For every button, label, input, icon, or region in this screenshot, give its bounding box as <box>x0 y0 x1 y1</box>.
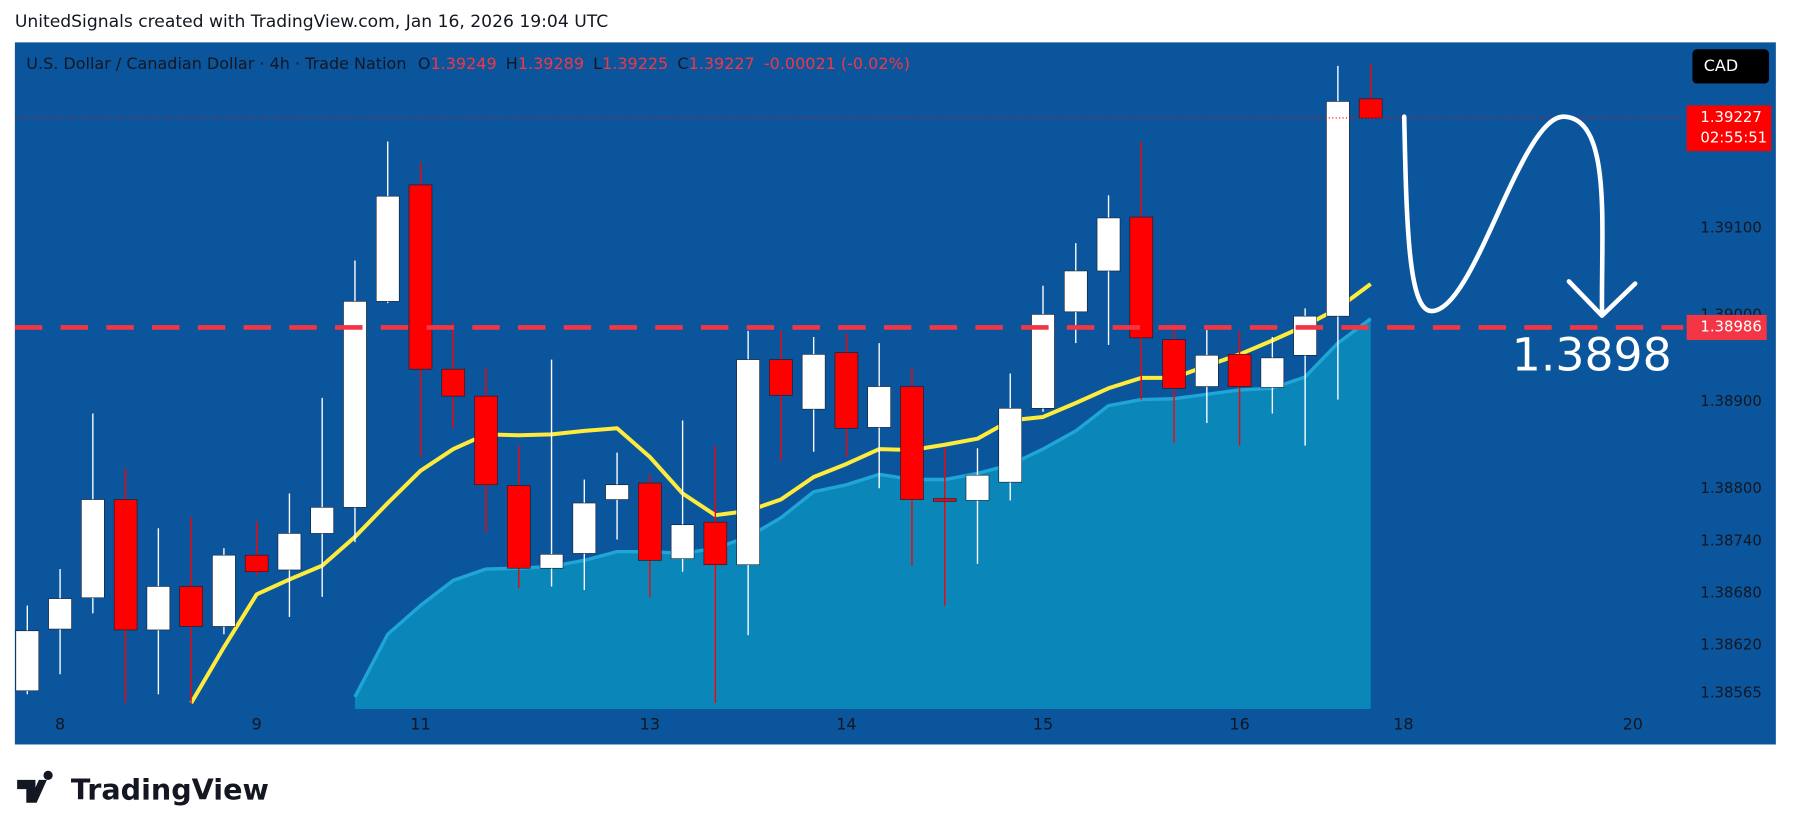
x-tick-label: 18 <box>1393 715 1413 734</box>
legend-item: 1.39249 <box>430 54 496 73</box>
candle-body <box>867 386 891 428</box>
legend: U.S. Dollar / Canadian Dollar · 4h · Tra… <box>26 54 910 73</box>
candle-body <box>408 184 433 370</box>
candle-body <box>81 499 105 599</box>
legend-item: U.S. Dollar / Canadian Dollar · 4h · Tra… <box>26 54 406 73</box>
last-price-bg <box>1686 105 1772 152</box>
candle-body <box>441 368 466 397</box>
candle-body <box>736 359 760 566</box>
drawn-arrow <box>1401 114 1638 318</box>
candle-body <box>572 502 597 554</box>
candle-body <box>474 395 498 486</box>
candle-body <box>375 195 400 302</box>
candle-body <box>1129 216 1154 339</box>
candle-body <box>1064 270 1088 313</box>
legend-item: -0.00021 (-0.02%) <box>764 54 910 73</box>
candle-body <box>932 498 957 502</box>
y-tick-label: 1.38800 <box>1700 479 1761 497</box>
candle-body <box>900 386 924 500</box>
area-fill <box>354 318 1371 710</box>
candle-body <box>146 586 171 631</box>
candle-body <box>801 354 826 410</box>
candle-body <box>1031 314 1055 409</box>
x-tick-label: 13 <box>640 715 660 734</box>
x-tick-label: 16 <box>1229 715 1249 734</box>
x-tick-label: 15 <box>1033 715 1053 734</box>
last-price-label: 1.39227 <box>1700 108 1761 126</box>
legend-item: C <box>677 54 688 73</box>
candle-body <box>244 554 269 572</box>
candle-body <box>1358 98 1383 119</box>
candle-body <box>965 474 990 501</box>
y-tick-label: 1.38900 <box>1700 392 1761 410</box>
legend-item: 1.39227 <box>689 54 755 73</box>
candle-body <box>1195 354 1219 387</box>
candle-body <box>343 301 367 508</box>
candle-body <box>1096 217 1121 272</box>
legend-item: 1.39225 <box>602 54 668 73</box>
y-tick-label: 1.38740 <box>1700 531 1761 549</box>
legend-item: L <box>593 54 602 73</box>
legend-item: H <box>506 54 518 73</box>
x-tick-label: 14 <box>836 715 856 734</box>
candle-body <box>605 484 629 500</box>
y-tick-label: 1.38620 <box>1700 636 1761 654</box>
candle-body <box>1227 354 1252 387</box>
candle-body <box>310 507 334 534</box>
candle-body <box>703 521 728 566</box>
x-tick-label: 9 <box>252 715 262 734</box>
candle-body <box>277 533 302 571</box>
candle-body <box>507 485 531 569</box>
currency-label: CAD <box>1704 56 1738 75</box>
brand-name: TradingView <box>71 772 269 806</box>
x-tick-label: 8 <box>55 715 65 734</box>
currency-button[interactable] <box>1692 49 1769 84</box>
candle-body <box>212 554 236 627</box>
level-label-bg <box>1686 314 1767 341</box>
candle-body <box>539 554 564 569</box>
legend-item: 1.39289 <box>518 54 584 73</box>
legend-item: O <box>418 54 431 73</box>
x-tick-label: 11 <box>410 715 430 734</box>
candle-body <box>48 598 72 630</box>
candle-body <box>15 630 40 692</box>
candle-body <box>638 482 662 561</box>
y-tick-label: 1.38680 <box>1700 583 1761 601</box>
countdown: 02:55:51 <box>1700 129 1767 147</box>
candle-body <box>998 407 1022 483</box>
x-tick-label: 20 <box>1623 715 1643 734</box>
candle-body <box>1162 339 1186 389</box>
y-tick-label: 1.39100 <box>1700 218 1761 236</box>
level-label: 1.38986 <box>1700 317 1761 335</box>
candle-body <box>179 586 203 627</box>
candle-body <box>113 499 138 631</box>
candle-body <box>769 359 793 396</box>
brand-logo: TradingView <box>17 770 269 806</box>
candle-body <box>1326 101 1350 317</box>
annotation: 1.3898 <box>1512 328 1672 381</box>
candle-body <box>834 352 859 429</box>
y-tick-label: 1.38565 <box>1700 683 1761 701</box>
attribution: UnitedSignals created with TradingView.c… <box>15 12 608 32</box>
candle-body <box>670 524 695 559</box>
plot: 1.38565 1.38620 1.38680 1.38740 1.38800 1.389… <box>14 49 1772 734</box>
candle-body <box>1260 357 1285 388</box>
candle-body <box>1293 315 1317 356</box>
